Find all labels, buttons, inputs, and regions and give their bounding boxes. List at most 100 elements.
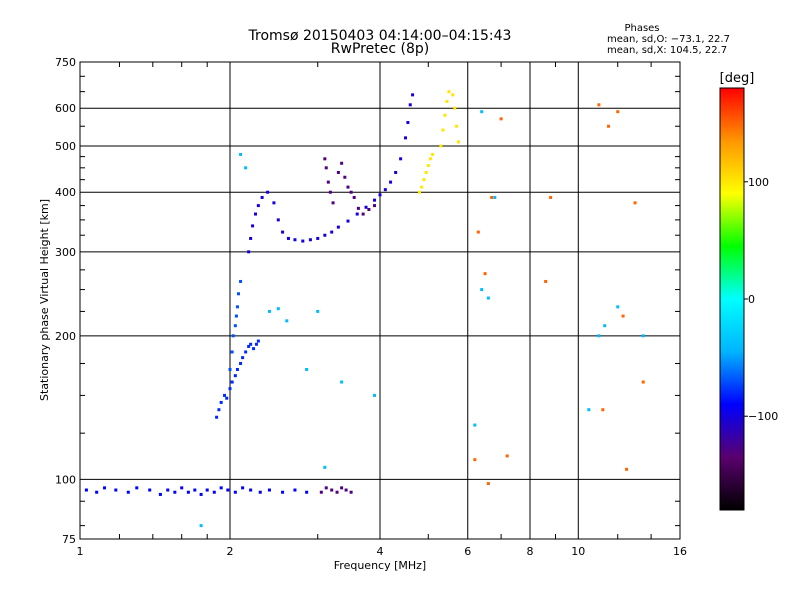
- data-point: [236, 292, 240, 296]
- plot-frame: [79, 61, 681, 540]
- y-axis-label: Stationary phase Virtual Height [km]: [38, 199, 51, 401]
- data-point: [225, 396, 229, 400]
- data-point: [607, 124, 611, 128]
- data-point: [323, 233, 327, 237]
- legend-x-mode: mean, sd,X: 104.5, 22.7: [607, 45, 727, 56]
- data-point: [367, 207, 371, 211]
- data-point: [230, 350, 234, 354]
- data-point: [301, 239, 305, 243]
- data-point: [480, 110, 484, 114]
- data-point: [244, 166, 248, 170]
- x-tick-label: 4: [377, 545, 384, 558]
- data-point: [625, 467, 629, 471]
- data-point: [228, 367, 232, 371]
- data-point: [252, 347, 256, 351]
- data-point: [330, 488, 334, 492]
- data-point: [373, 204, 377, 208]
- data-point: [247, 250, 251, 254]
- x-axis-label: Frequency [MHz]: [334, 559, 426, 572]
- data-point: [258, 490, 262, 494]
- data-point: [199, 492, 203, 496]
- data-point: [355, 212, 359, 216]
- data-point: [166, 488, 170, 492]
- data-point: [633, 201, 637, 205]
- data-point: [239, 152, 243, 156]
- data-point: [199, 524, 203, 528]
- data-point: [276, 307, 280, 311]
- data-point: [324, 486, 328, 490]
- data-point: [439, 144, 443, 148]
- data-point: [276, 218, 280, 222]
- y-tick-label: 750: [55, 56, 76, 69]
- data-point: [641, 334, 645, 338]
- data-point: [453, 106, 457, 110]
- data-point: [267, 488, 271, 492]
- data-point: [616, 110, 620, 114]
- data-point: [323, 157, 327, 161]
- data-point: [616, 305, 620, 309]
- data-point: [336, 225, 340, 229]
- data-point: [328, 190, 332, 194]
- chart-title: Tromsø 20150403 04:14:00–04:15:43: [248, 28, 512, 44]
- data-point: [241, 356, 245, 360]
- data-point: [215, 415, 219, 419]
- data-point: [389, 180, 393, 184]
- data-point: [441, 128, 445, 132]
- data-point: [349, 490, 353, 494]
- data-point: [95, 490, 99, 494]
- data-point: [235, 367, 239, 371]
- data-point: [343, 175, 347, 179]
- data-point: [373, 198, 377, 202]
- data-point: [228, 387, 232, 391]
- colorbar-ticks: 100 0 −100: [744, 176, 778, 423]
- data-point: [253, 212, 257, 216]
- data-point: [316, 309, 320, 313]
- data-point: [103, 486, 107, 490]
- data-point: [346, 185, 350, 189]
- data-point: [597, 103, 601, 107]
- data-point: [340, 486, 344, 490]
- data-point: [293, 238, 297, 242]
- data-point: [344, 488, 348, 492]
- y-tick-label: 75: [62, 533, 76, 546]
- data-point: [186, 490, 190, 494]
- data-point: [455, 124, 459, 128]
- data-point: [249, 342, 253, 346]
- colorbar-tick-label: 0: [748, 293, 755, 306]
- data-point: [233, 324, 237, 328]
- data-point: [293, 488, 297, 492]
- data-point: [499, 117, 503, 121]
- data-point: [349, 190, 353, 194]
- data-point: [254, 342, 258, 346]
- data-point: [486, 296, 490, 300]
- y-tick-label: 600: [55, 102, 76, 115]
- data-point: [490, 195, 494, 199]
- data-point: [324, 166, 328, 170]
- x-tick-label: 8: [527, 545, 534, 558]
- data-point: [457, 140, 461, 144]
- data-point: [483, 272, 487, 276]
- data-point: [148, 488, 152, 492]
- grid-lines: [80, 62, 680, 539]
- data-point: [403, 136, 407, 140]
- data-point: [233, 374, 237, 378]
- data-point: [316, 236, 320, 240]
- data-point: [431, 152, 435, 156]
- data-point: [281, 490, 285, 494]
- data-point: [443, 113, 447, 117]
- data-point: [335, 490, 339, 494]
- data-point: [336, 170, 340, 174]
- data-point: [305, 490, 309, 494]
- data-point: [331, 201, 335, 205]
- data-point: [420, 185, 424, 189]
- data-point: [476, 230, 480, 234]
- data-point: [234, 314, 238, 318]
- data-point: [346, 219, 350, 223]
- data-point: [544, 279, 548, 283]
- data-point: [373, 393, 377, 397]
- y-tick-label: 100: [55, 473, 76, 486]
- data-point: [340, 380, 344, 384]
- x-tick-label: 10: [571, 545, 585, 558]
- data-point: [135, 486, 139, 490]
